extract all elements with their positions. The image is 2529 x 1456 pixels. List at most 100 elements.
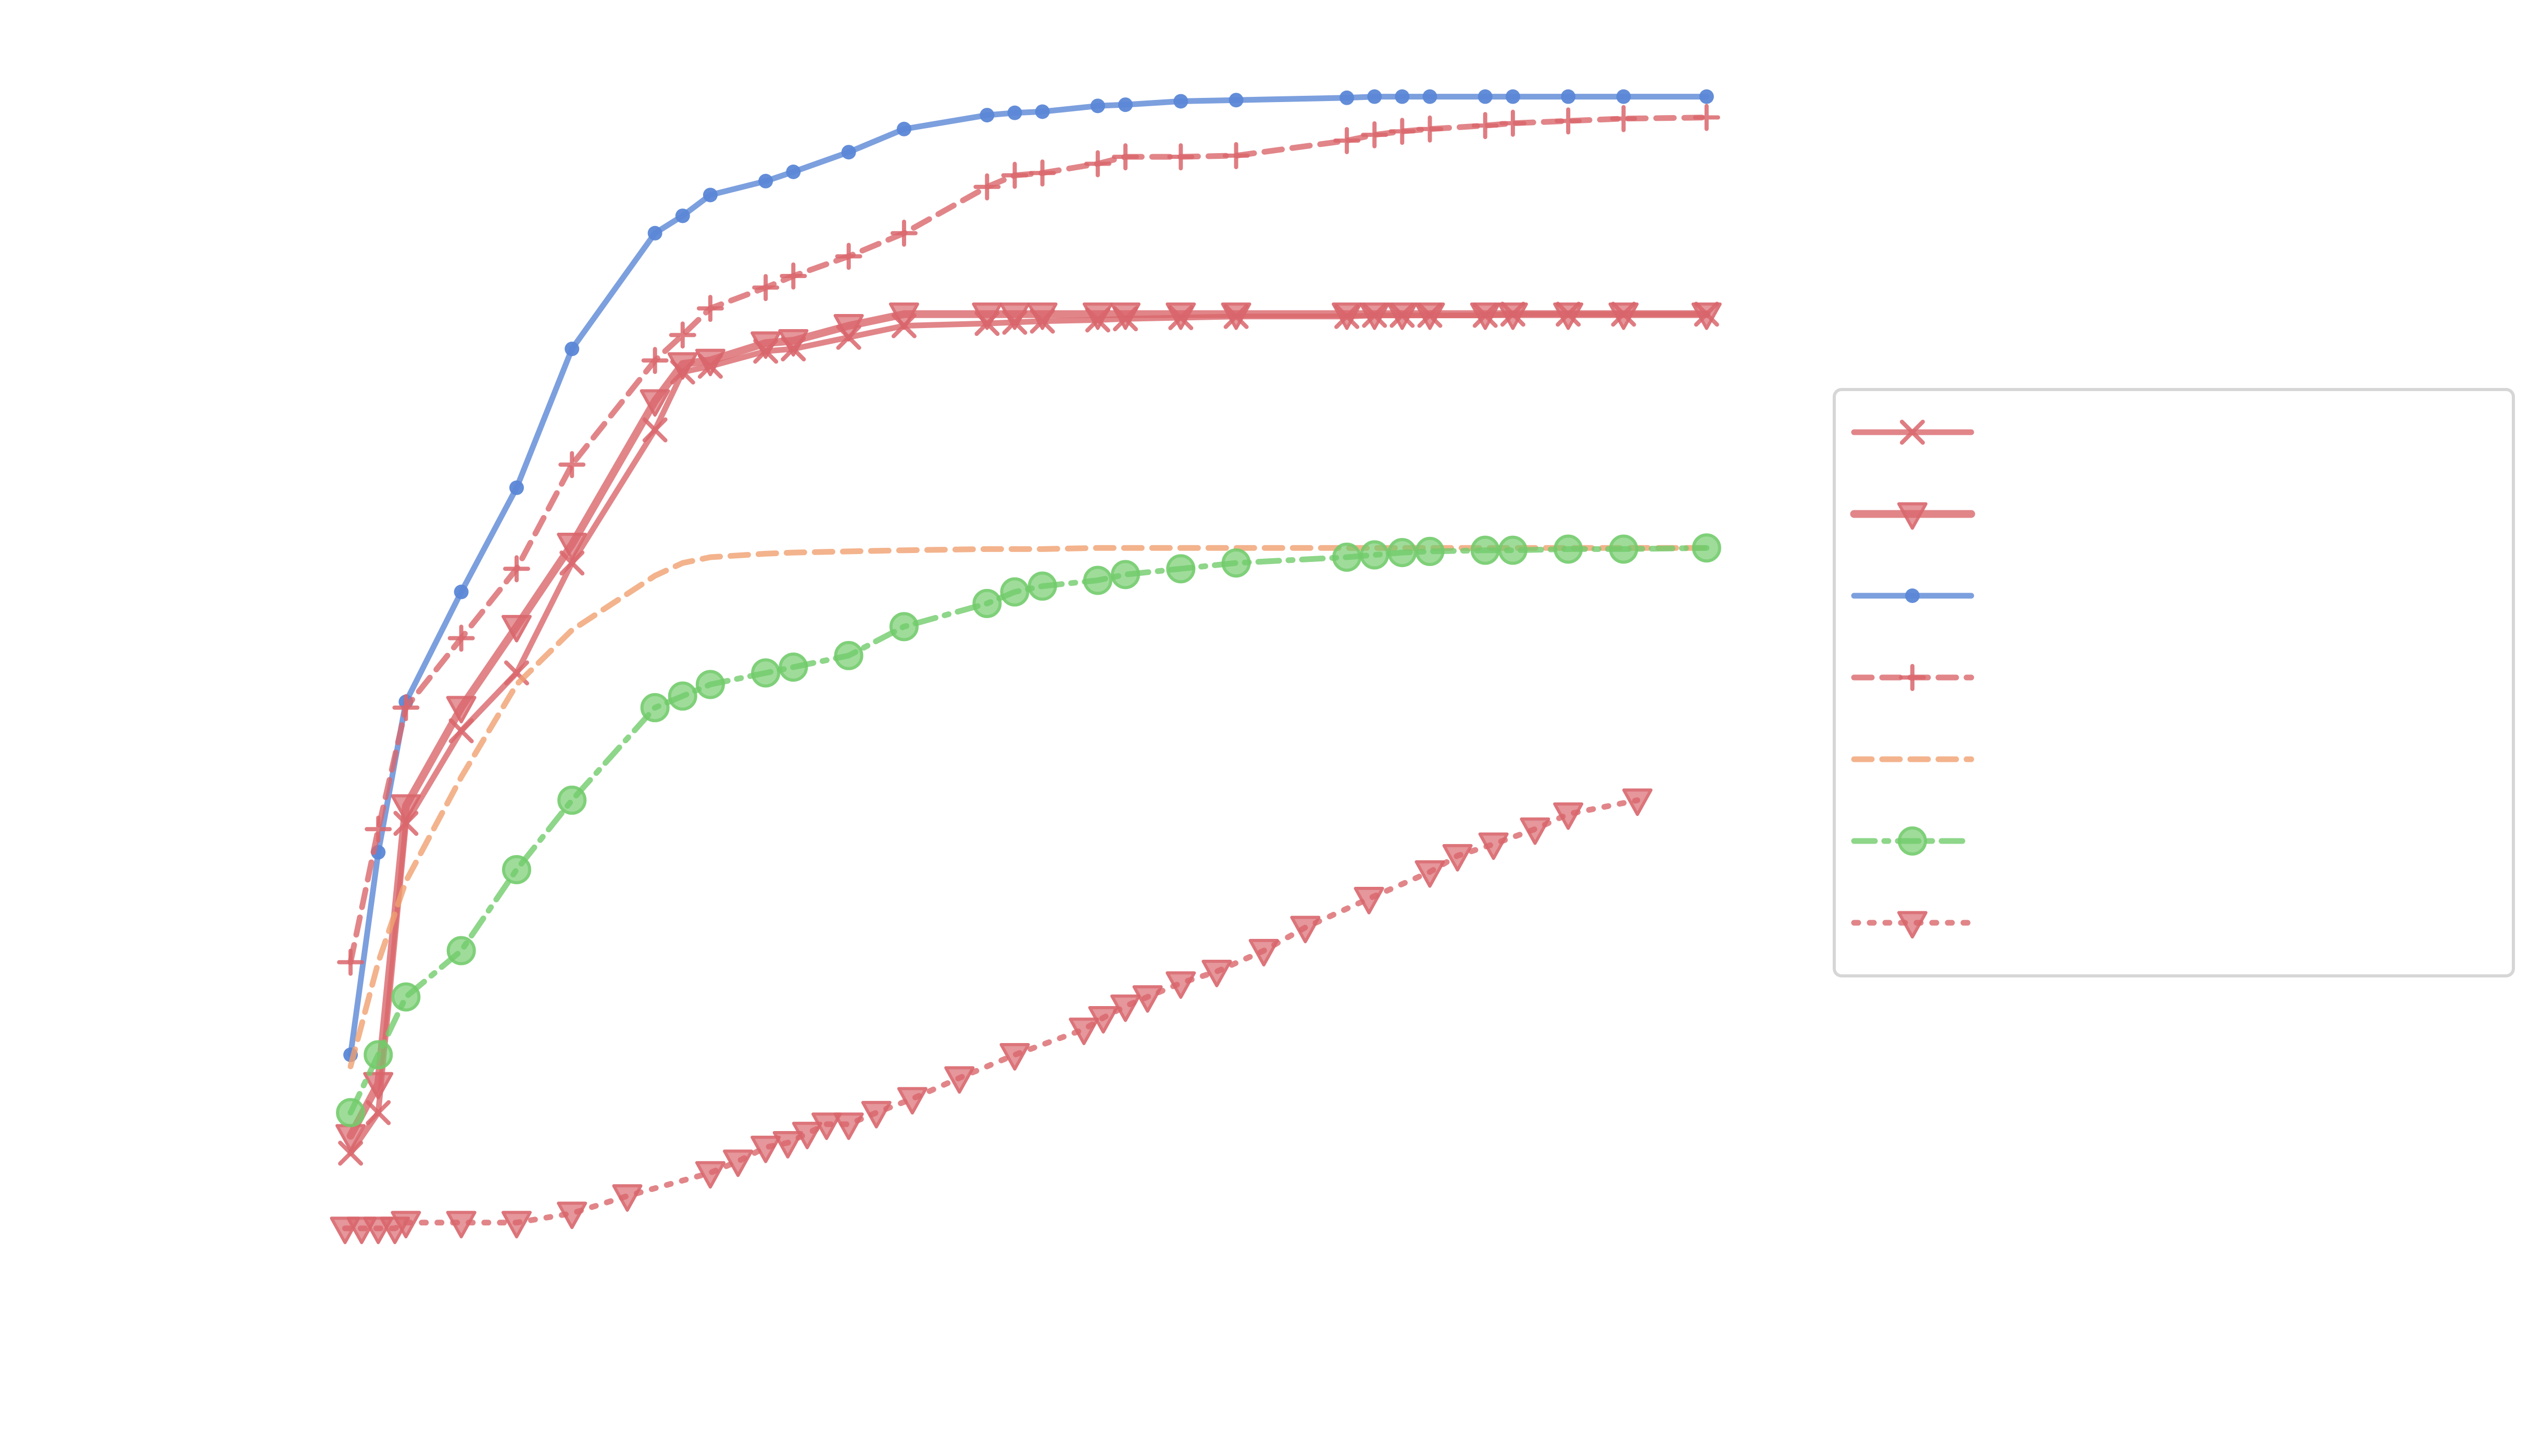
series-2-point-10 [750,331,781,359]
series-2-point-6 [557,533,587,560]
series-6-point-29 [1692,533,1721,563]
series-7-point-12 [750,1135,781,1163]
series-6-point-26 [1498,535,1528,565]
series-2-point-28 [1608,302,1639,330]
series-6-line [347,545,1710,1116]
series-6-point-11 [779,652,808,682]
legend-marker-3 [1905,588,1920,603]
series-2-point-8 [667,352,698,380]
series-6-point-15 [1000,577,1030,607]
series-2-point-18 [1110,302,1141,330]
series-3-point-21 [1339,90,1355,105]
series-7-line [342,797,1641,1232]
series-2-point-19 [1166,302,1196,330]
series-4-point-14 [973,173,1001,200]
series-4-point-20 [1222,142,1250,169]
series-3 [343,89,1714,1062]
series-6-point-18 [1110,560,1140,589]
series-7-point-21 [1069,1018,1099,1045]
series-7-point-11 [723,1149,754,1177]
series-3-point-16 [1035,104,1050,119]
series-6-point-5 [502,855,531,884]
series-7-point-29 [1354,887,1384,914]
series-7-point-6 [446,1211,477,1239]
series-1-point-1 [338,1140,364,1166]
series-1-point-7 [642,417,668,443]
series-3-point-29 [1699,89,1714,104]
series-7-point-35 [1622,788,1653,816]
series-6-point-22 [1360,540,1389,570]
series-7-point-16 [833,1112,864,1140]
series-3-point-19 [1173,94,1188,109]
series-6 [336,533,1721,1127]
series-4-point-26 [1499,109,1526,137]
series-7-point-32 [1478,832,1509,860]
series-7-point-17 [861,1101,892,1128]
series-3-point-12 [841,145,856,160]
series-3-point-9 [703,187,718,203]
series-2-point-17 [1082,302,1113,330]
series-7-point-27 [1248,939,1279,967]
series-3-point-10 [758,173,773,189]
series-2-point-14 [972,302,1003,330]
series-4-point-25 [1471,112,1499,140]
series-6-point-25 [1470,535,1500,565]
series-2-point-9 [695,348,725,376]
series-4-point-13 [890,219,918,247]
series-4-point-19 [1167,143,1195,171]
series-5 [347,545,1710,1070]
series-2-point-7 [640,389,670,417]
series-3-point-24 [1422,89,1437,104]
series-2 [335,302,1722,1152]
series-7-point-7 [501,1211,532,1239]
series-6-point-12 [834,641,863,670]
series-4 [337,104,1720,976]
series-6-point-20 [1221,548,1251,578]
series-2-point-12 [833,314,864,342]
series-7-point-8 [557,1201,587,1229]
series-6-point-21 [1332,543,1362,572]
series-6-point-10 [751,658,781,688]
series-2-point-23 [1387,302,1418,330]
series-4-point-7 [641,347,669,374]
series-7-point-28 [1290,915,1321,944]
series-3-point-27 [1561,89,1576,104]
series-7-point-5 [391,1211,421,1239]
series-6-point-19 [1166,554,1196,584]
series-6-point-2 [364,1040,393,1070]
series-1-point-2 [366,1100,391,1125]
series-2-point-15 [999,302,1030,330]
series-6-point-27 [1554,534,1583,564]
series-7-point-9 [612,1184,643,1212]
series-4-point-3 [392,694,420,721]
series-7 [330,788,1653,1245]
series-4-point-23 [1388,118,1416,145]
series-7-point-18 [897,1087,928,1115]
series-2-point-20 [1221,302,1251,330]
series-6-point-23 [1387,538,1417,568]
series-4-point-11 [780,262,807,290]
legend-entry-7 [1851,911,1974,939]
series-2-line [346,310,1711,1140]
series-4-point-2 [365,815,392,843]
legend-entry-2 [1850,502,1975,530]
series-2-point-21 [1332,302,1362,330]
series-2-point-11 [778,329,809,357]
series-2-point-4 [446,696,477,724]
series-1 [338,302,1719,1166]
legend-entry-1 [1851,420,1974,445]
series-4-point-18 [1111,143,1139,171]
series-7-point-19 [944,1066,975,1094]
series-4-point-28 [1610,105,1637,132]
series-3-point-11 [786,165,801,179]
series-4-point-10 [752,274,780,302]
series-6-point-16 [1028,571,1057,601]
legend-entry-3 [1851,588,1974,603]
series-3-point-28 [1616,89,1631,104]
series-7-point-20 [999,1043,1030,1071]
series-6-point-17 [1083,566,1112,595]
series-3-point-5 [509,480,524,495]
series-4-point-6 [558,451,586,479]
series-3-point-6 [565,342,580,356]
